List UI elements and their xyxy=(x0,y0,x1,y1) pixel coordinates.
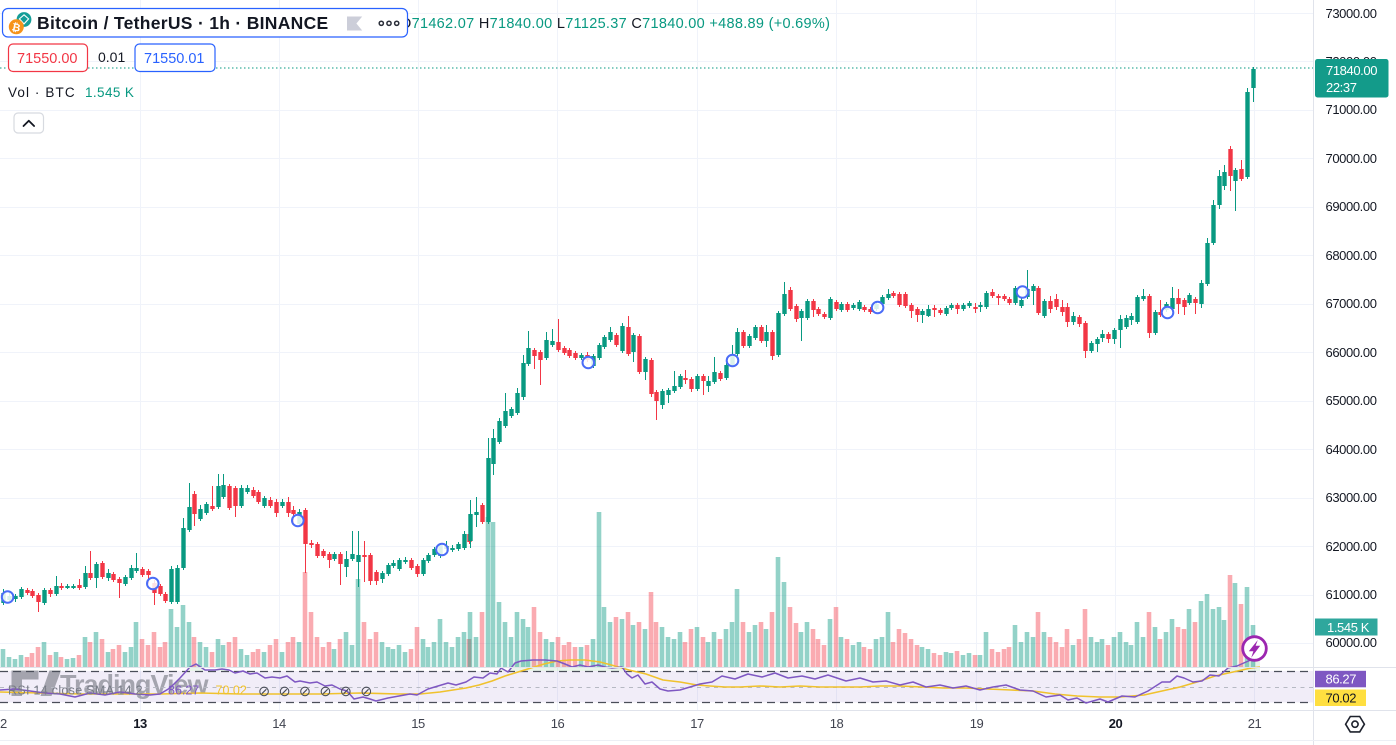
svg-text:70.02: 70.02 xyxy=(1326,690,1357,705)
svg-text:Vol · BTC: Vol · BTC xyxy=(8,85,76,100)
svg-text:71550.01: 71550.01 xyxy=(144,51,204,67)
svg-text:17: 17 xyxy=(690,716,704,731)
svg-text:1.545 K: 1.545 K xyxy=(1327,620,1370,635)
svg-text:62000.00: 62000.00 xyxy=(1326,539,1377,554)
svg-text:13: 13 xyxy=(133,716,147,731)
svg-text:20: 20 xyxy=(1109,716,1123,731)
svg-text:22:37: 22:37 xyxy=(1326,80,1357,95)
svg-text:86.27: 86.27 xyxy=(168,684,199,698)
svg-text:70000.00: 70000.00 xyxy=(1326,151,1377,166)
svg-text:O71462.07 H71840.00 L71125.37: O71462.07 H71840.00 L71125.37 C71840.00 … xyxy=(400,16,830,32)
svg-text:66000.00: 66000.00 xyxy=(1326,345,1377,360)
svg-text:Bitcoin / TetherUS · 1h · BINA: Bitcoin / TetherUS · 1h · BINANCE xyxy=(37,13,329,33)
svg-text:71000.00: 71000.00 xyxy=(1326,102,1377,117)
svg-text:86.27: 86.27 xyxy=(1326,672,1357,687)
svg-text:63000.00: 63000.00 xyxy=(1326,490,1377,505)
svg-text:18: 18 xyxy=(830,716,844,731)
svg-text:70.02: 70.02 xyxy=(216,684,247,698)
svg-text:65000.00: 65000.00 xyxy=(1326,393,1377,408)
svg-text:19: 19 xyxy=(970,716,984,731)
svg-text:69000.00: 69000.00 xyxy=(1326,199,1377,214)
svg-text:1.545 K: 1.545 K xyxy=(85,85,134,100)
svg-text:15: 15 xyxy=(411,716,425,731)
svg-text:67000.00: 67000.00 xyxy=(1326,296,1377,311)
svg-text:71550.00: 71550.00 xyxy=(17,51,77,67)
svg-text:₿: ₿ xyxy=(11,21,22,35)
svg-text:71840.00: 71840.00 xyxy=(1326,63,1377,78)
svg-text:64000.00: 64000.00 xyxy=(1326,442,1377,457)
svg-text:2: 2 xyxy=(0,716,7,731)
svg-text:RSI 14 close SMA 14 2: RSI 14 close SMA 14 2 xyxy=(8,684,143,698)
svg-text:73000.00: 73000.00 xyxy=(1326,6,1377,21)
svg-text:21: 21 xyxy=(1248,716,1262,731)
svg-text:⊘⊘⊘⊘⊘⊘: ⊘⊘⊘⊘⊘⊘ xyxy=(258,684,381,700)
svg-text:60000.00: 60000.00 xyxy=(1326,635,1377,650)
svg-text:16: 16 xyxy=(551,716,565,731)
svg-text:61000.00: 61000.00 xyxy=(1326,587,1377,602)
svg-text:68000.00: 68000.00 xyxy=(1326,248,1377,263)
svg-text:14: 14 xyxy=(272,716,286,731)
svg-text:0.01: 0.01 xyxy=(98,49,125,65)
